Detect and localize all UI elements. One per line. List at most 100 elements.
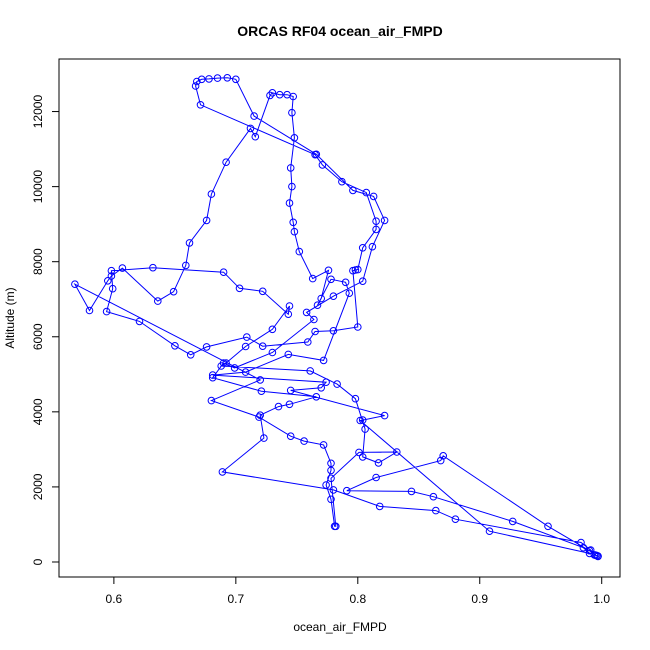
data-point: [258, 287, 267, 296]
data-point: [286, 164, 295, 172]
data-point: [283, 90, 291, 99]
data-point: [361, 425, 369, 433]
data-point: [577, 538, 585, 547]
data-point: [274, 402, 283, 411]
data-point: [544, 522, 552, 531]
data-point: [207, 190, 216, 198]
data-point: [286, 386, 295, 395]
y-tick-label: 12000: [31, 95, 45, 129]
data-point: [135, 317, 144, 326]
data-point: [308, 274, 317, 283]
data-point: [319, 441, 328, 449]
data-point: [208, 371, 217, 379]
data-point: [355, 448, 363, 457]
data-point: [319, 356, 328, 365]
data-point: [358, 416, 367, 424]
data-point: [310, 315, 318, 324]
data-point: [372, 473, 380, 482]
y-axis-label: Altitude (m): [3, 287, 17, 348]
data-point: [241, 368, 250, 376]
data-point: [368, 242, 377, 251]
data-point: [258, 342, 267, 351]
data-point: [322, 378, 330, 387]
data-point: [202, 343, 211, 351]
data-point: [369, 192, 378, 201]
data-point: [594, 552, 602, 560]
data-point: [358, 277, 367, 286]
data-point: [313, 301, 322, 310]
data-point: [380, 216, 389, 225]
data-point: [345, 289, 354, 298]
data-point: [393, 448, 401, 456]
y-axis: 0 2000 4000 6000 8000 10000 12000: [31, 95, 59, 565]
data-point: [284, 310, 293, 319]
data-point: [329, 327, 338, 335]
data-point: [268, 89, 277, 97]
x-tick-label: 0.6: [106, 592, 123, 606]
data-point: [436, 456, 445, 465]
data-point: [288, 108, 296, 117]
data-point: [354, 265, 362, 274]
series-line: [73, 77, 599, 557]
data-point: [356, 416, 365, 425]
data-point: [302, 308, 311, 317]
data-point: [375, 502, 384, 511]
data-point: [207, 396, 216, 405]
data-point: [327, 474, 335, 483]
data-point: [358, 453, 367, 461]
data-point: [586, 546, 595, 554]
data-point: [232, 75, 240, 84]
data-point: [285, 400, 294, 409]
y-tick-label: 10000: [31, 170, 45, 204]
data-point: [222, 158, 230, 166]
data-point: [197, 75, 206, 84]
data-point: [372, 217, 380, 225]
data-point: [439, 452, 448, 460]
data-point: [312, 150, 321, 159]
data-point: [380, 411, 389, 420]
data-point: [317, 294, 326, 303]
data-point: [374, 459, 383, 467]
data-point: [196, 101, 205, 109]
data-point: [243, 333, 251, 341]
data-point: [205, 75, 213, 83]
data-point: [154, 297, 162, 305]
data-point: [191, 82, 200, 90]
data-point: [327, 495, 335, 504]
data-point: [290, 134, 299, 142]
data-point: [118, 264, 127, 272]
data-point: [451, 515, 460, 524]
data-point: [349, 186, 357, 195]
data-point: [218, 468, 227, 476]
data-point: [295, 247, 304, 256]
data-point: [485, 527, 494, 536]
x-axis: 0.6 0.7 0.8 0.9 1.0: [106, 577, 610, 606]
data-point: [286, 432, 295, 441]
data-point: [193, 77, 201, 86]
data-point: [343, 486, 351, 495]
data-point: [71, 280, 79, 289]
data-point: [290, 227, 299, 236]
data-point: [213, 74, 222, 82]
data-point: [362, 188, 371, 197]
x-tick-label: 0.9: [471, 592, 488, 606]
data-point: [169, 287, 178, 296]
y-tick-label: 2000: [31, 473, 45, 500]
x-tick-label: 0.8: [349, 592, 366, 606]
data-point: [585, 546, 594, 555]
x-tick-label: 1.0: [593, 592, 610, 606]
data-point: [107, 272, 116, 280]
data-point: [432, 506, 440, 515]
data-point: [246, 124, 255, 133]
data-point: [266, 91, 274, 100]
data-point: [208, 373, 217, 382]
data-point: [300, 437, 308, 445]
data-point: [104, 277, 112, 285]
data-point: [341, 278, 350, 287]
data-point: [318, 161, 327, 169]
data-point: [107, 266, 116, 275]
x-tick-label: 0.7: [227, 592, 244, 606]
data-point: [358, 244, 367, 252]
data-point: [171, 342, 179, 350]
data-point: [338, 177, 346, 186]
